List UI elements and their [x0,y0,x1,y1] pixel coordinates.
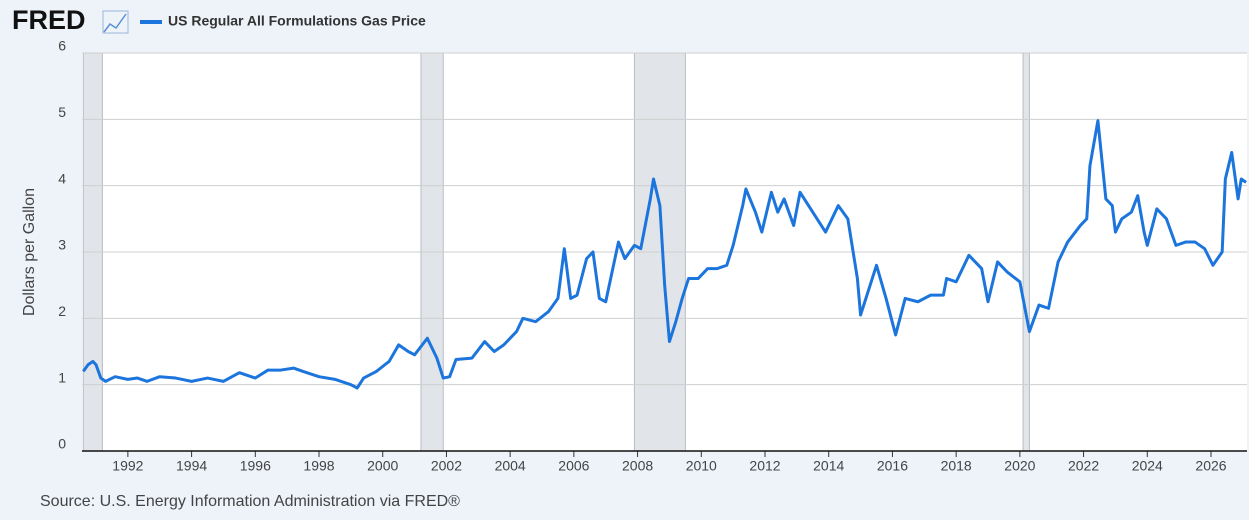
x-tick-label: 1992 [112,458,143,474]
y-tick-label: 1 [58,369,66,385]
logo: FRED [12,5,86,35]
x-tick-label: 2016 [877,458,908,474]
x-tick-label: 2008 [622,458,653,474]
x-tick-label: 1998 [303,458,334,474]
y-tick-label: 6 [58,38,66,54]
x-tick-label: 2026 [1195,458,1226,474]
x-tick-label: 1996 [240,458,271,474]
logo-icon-frame [102,10,129,34]
x-tick-label: 2006 [558,458,589,474]
x-tick-label: 2012 [749,458,780,474]
y-tick-label: 5 [58,104,66,120]
x-tick-label: 2004 [495,458,526,474]
x-tick-label: 2020 [1004,458,1035,474]
x-tick-label: 2002 [431,458,462,474]
y-tick-label: 2 [58,303,66,319]
y-axis-label: Dollars per Gallon [21,188,38,316]
x-tick-label: 2000 [367,458,398,474]
legend-label: US Regular All Formulations Gas Price [168,13,426,29]
x-tick-label: 1994 [176,458,207,474]
y-tick-label: 3 [58,237,66,253]
x-tick-label: 2018 [941,458,972,474]
y-tick-label: 4 [58,170,66,186]
logo-icon [103,13,127,33]
data-line [82,119,1247,390]
x-tick-label: 2022 [1068,458,1099,474]
x-tick-label: 2014 [813,458,844,474]
y-tick-label: 0 [58,436,66,452]
x-tick-label: 2024 [1132,458,1163,474]
x-tick-label: 2010 [686,458,717,474]
source-note: Source: U.S. Energy Information Administ… [40,493,460,510]
